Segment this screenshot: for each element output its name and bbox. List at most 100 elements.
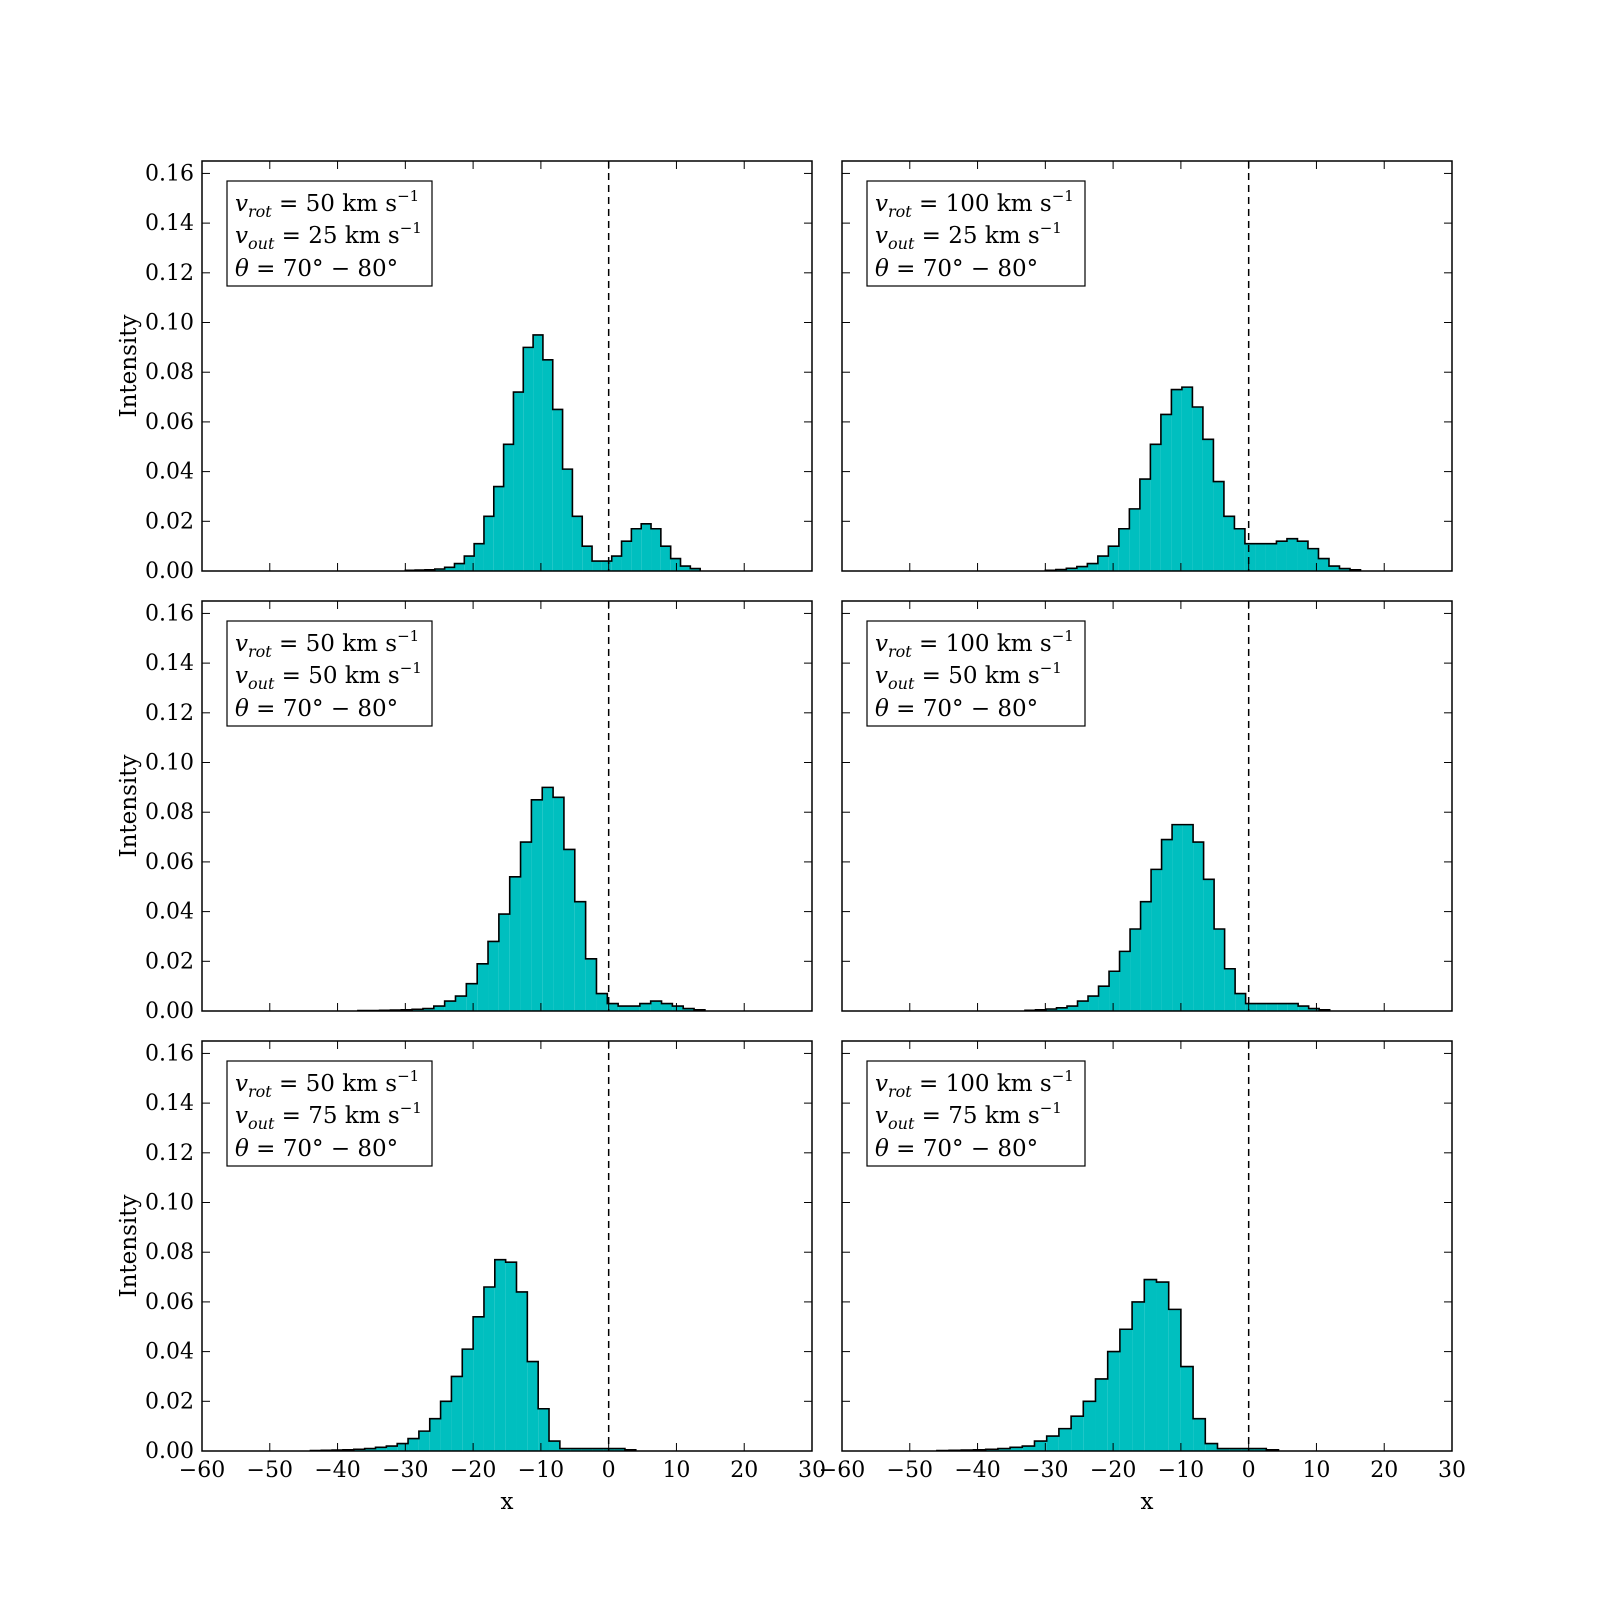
histogram-bar: [477, 963, 489, 1011]
annotation-box: [226, 620, 433, 727]
histogram-bar: [997, 1448, 1011, 1451]
histogram-bar: [574, 901, 586, 1011]
histogram-bar: [1010, 1447, 1023, 1451]
histogram-bar: [364, 1448, 376, 1451]
histogram-bar: [1172, 824, 1183, 1011]
y-tick-label: 0.04: [145, 460, 194, 485]
histogram-bar: [451, 1376, 463, 1451]
histogram-bar: [1235, 993, 1246, 1011]
annotation-line: vout = 25 km s−1: [875, 219, 1062, 253]
histogram-bar: [542, 359, 553, 571]
histogram-outline: [1044, 386, 1362, 572]
histogram-bar: [483, 1287, 495, 1451]
histogram-bar: [1328, 566, 1340, 571]
histogram-bar: [538, 1408, 550, 1451]
axes-frame: [201, 1040, 813, 1452]
annotation-box: [866, 620, 1086, 727]
histogram-bar: [509, 876, 521, 1011]
histogram-bar: [516, 1291, 528, 1451]
panel-5: 0.000.020.040.060.080.100.120.140.16−60−…: [116, 1040, 826, 1515]
histogram-outline: [309, 1258, 637, 1452]
x-tick-label: −20: [450, 1458, 496, 1483]
histogram-bar: [1118, 528, 1130, 571]
x-tick-label: 10: [1302, 1458, 1330, 1483]
histogram-bar: [559, 1448, 571, 1451]
histogram-bar: [494, 1259, 506, 1451]
panel-6: −60 −50 −40 −30 −20 −10 0 10 20 30 x vrot = 100 km …: [819, 1040, 1466, 1515]
histogram-bar: [1286, 538, 1298, 571]
histogram-bar: [1254, 1448, 1267, 1451]
x-tick-label: −50: [887, 1458, 933, 1483]
histogram-bar: [672, 1006, 684, 1011]
annotation-box: [226, 180, 433, 287]
histogram-bar: [503, 444, 514, 571]
annotation-line: vout = 75 km s−1: [235, 1099, 422, 1133]
histogram-bar: [1203, 879, 1215, 1011]
histogram-bar: [473, 1316, 484, 1451]
x-axis-title: x: [501, 1489, 514, 1515]
annotation-box: [226, 1060, 433, 1167]
histogram-bar: [483, 516, 494, 571]
histogram-bar: [572, 516, 583, 571]
axes-frame: [841, 600, 1453, 1012]
histogram-bar: [513, 392, 524, 571]
histogram-outline: [1024, 823, 1331, 1012]
histogram-bar: [1182, 824, 1194, 1011]
annotation-line: vrot = 100 km s−1: [875, 627, 1074, 661]
histogram-bar: [462, 1349, 474, 1451]
histogram-bar: [433, 1006, 445, 1011]
annotation-line: θ = 70° − 80°: [875, 256, 1038, 282]
histogram-bar: [1058, 1428, 1072, 1451]
x-tick-label: 10: [662, 1458, 690, 1483]
histogram-bar: [1129, 508, 1140, 571]
histogram-bar: [1229, 1448, 1242, 1451]
y-tick-label: 0.00: [145, 999, 194, 1024]
histogram-bar: [1171, 389, 1182, 571]
histogram-bar: [434, 569, 445, 571]
y-tick-label: 0.12: [145, 701, 194, 726]
histogram-bar: [670, 558, 681, 571]
histogram-bar: [1214, 929, 1225, 1011]
x-tick-label: 0: [602, 1458, 616, 1483]
histogram-bar: [1276, 541, 1287, 571]
histogram-bar: [1156, 1282, 1169, 1451]
histogram-bar: [651, 528, 661, 571]
histogram-outline: [404, 334, 701, 572]
x-tick-label: −10: [518, 1458, 564, 1483]
histogram-bar: [631, 528, 642, 571]
histogram-bar: [1160, 414, 1172, 571]
histogram-bar: [1287, 1003, 1299, 1011]
histogram-bar: [1277, 1003, 1288, 1011]
histogram-bar: [650, 1001, 662, 1011]
annotation-line: vout = 50 km s−1: [235, 659, 422, 693]
annotation-line: θ = 70° − 80°: [235, 696, 398, 722]
histogram-bar: [1223, 516, 1235, 571]
histogram-bar: [592, 1448, 604, 1451]
histogram-bar: [1083, 1401, 1096, 1451]
histogram-outline: [357, 786, 706, 1012]
histogram-bar: [397, 1443, 409, 1451]
annotation-line: vrot = 100 km s−1: [875, 1067, 1074, 1101]
histogram-bar: [1168, 1309, 1181, 1451]
histogram-bar: [1119, 1329, 1133, 1451]
histogram-bar: [601, 561, 612, 571]
y-tick-label: 0.06: [145, 1290, 194, 1315]
y-tick-label: 0.08: [145, 800, 194, 825]
x-tick-label: −10: [1158, 1458, 1204, 1483]
y-tick-label: 0.14: [145, 211, 194, 236]
y-tick-label: 0.02: [145, 949, 194, 974]
x-tick-label: −50: [247, 1458, 293, 1483]
histogram-bar: [353, 1449, 365, 1451]
x-tick-label: 0: [1242, 1458, 1256, 1483]
y-tick-label: 0.06: [145, 850, 194, 875]
histogram-bar: [581, 1448, 593, 1451]
histogram-bar: [1224, 968, 1236, 1011]
histogram-bar: [1318, 558, 1329, 571]
histogram-bar: [1071, 1416, 1084, 1451]
histogram-bar: [1076, 566, 1088, 571]
histogram-bar: [523, 347, 534, 571]
y-tick-label: 0.04: [145, 1340, 194, 1365]
histogram-bar: [1202, 439, 1214, 571]
